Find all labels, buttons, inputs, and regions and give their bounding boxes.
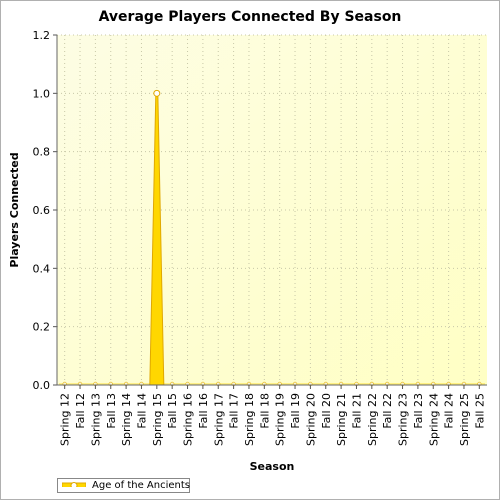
x-tick-label: Fall 18 bbox=[258, 393, 271, 429]
x-tick-label: Spring 16 bbox=[182, 393, 195, 446]
y-tick-label: 0.4 bbox=[33, 262, 51, 275]
x-tick-label: Fall 19 bbox=[289, 393, 302, 429]
legend-swatch bbox=[62, 482, 86, 487]
x-tick-label: Fall 15 bbox=[166, 393, 179, 429]
x-tick-label: Fall 14 bbox=[135, 393, 148, 429]
y-axis-label: Players Connected bbox=[8, 152, 21, 267]
x-tick-label: Fall 21 bbox=[350, 393, 363, 429]
x-tick-label: Spring 13 bbox=[89, 393, 102, 446]
plot-area bbox=[57, 35, 487, 385]
x-tick-label: Fall 12 bbox=[74, 393, 87, 429]
x-tick-label: Spring 25 bbox=[458, 393, 471, 446]
x-axis-label: Season bbox=[250, 460, 295, 473]
x-tick-label: Spring 15 bbox=[151, 393, 164, 446]
x-tick-label: Fall 16 bbox=[197, 393, 210, 429]
x-tick-label: Fall 25 bbox=[473, 393, 486, 429]
y-tick-label: 0.6 bbox=[33, 204, 51, 217]
x-tick-label: Spring 21 bbox=[335, 393, 348, 446]
chart-title: Average Players Connected By Season bbox=[98, 9, 402, 25]
x-tick-label: Fall 13 bbox=[105, 393, 118, 429]
x-tick-label: Spring 12 bbox=[59, 393, 72, 446]
x-tick-label: Spring 24 bbox=[427, 393, 440, 446]
x-tick-label: Spring 17 bbox=[212, 393, 225, 446]
x-tick-label: Spring 18 bbox=[243, 393, 256, 446]
series-baseline bbox=[59, 383, 485, 385]
x-tick-label: Fall 20 bbox=[320, 393, 333, 429]
axes bbox=[53, 34, 487, 389]
y-tick-label: 0.8 bbox=[33, 146, 51, 159]
x-tick-label: Spring 14 bbox=[120, 393, 133, 446]
x-tick-label: Fall 17 bbox=[228, 393, 241, 429]
legend: Age of the Ancients bbox=[57, 478, 190, 493]
x-tick-label: Spring 23 bbox=[397, 393, 410, 446]
x-tick-label: Fall 22 bbox=[381, 393, 394, 429]
x-tick-label: Fall 23 bbox=[412, 393, 425, 429]
x-tick-label: Fall 24 bbox=[443, 393, 456, 429]
y-tick-label: 0.2 bbox=[33, 321, 51, 334]
x-tick-label: Spring 22 bbox=[366, 393, 379, 446]
y-tick-label: 1.0 bbox=[33, 87, 51, 100]
data-point bbox=[153, 89, 161, 97]
x-tick-label: Spring 20 bbox=[304, 393, 317, 446]
legend-label: Age of the Ancients bbox=[92, 480, 191, 491]
y-tick-label: 0.0 bbox=[33, 379, 51, 392]
x-tick-label: Spring 19 bbox=[274, 393, 287, 446]
y-tick-label: 1.2 bbox=[33, 29, 51, 42]
